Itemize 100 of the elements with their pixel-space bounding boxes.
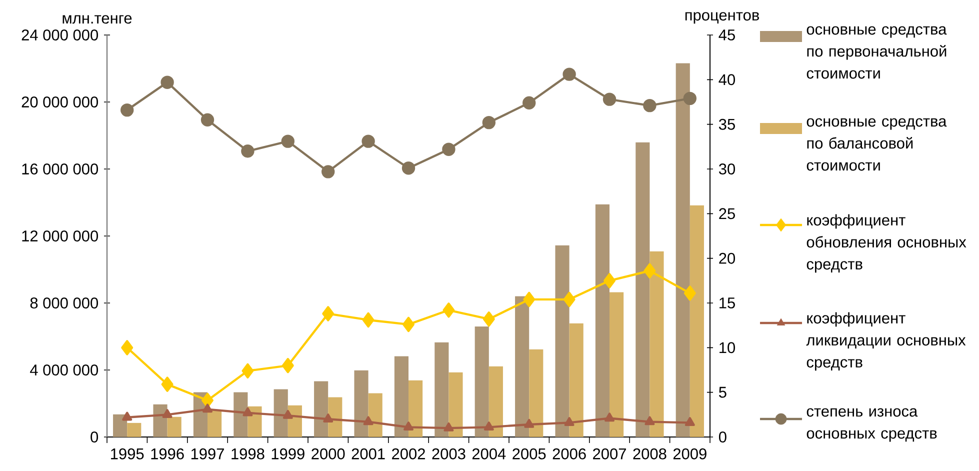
bar <box>113 414 128 437</box>
bar <box>488 366 503 437</box>
point <box>522 96 536 110</box>
x-tick-label: 2000 <box>312 448 345 460</box>
point <box>162 409 172 418</box>
x-tick-label: 2001 <box>352 448 385 460</box>
point <box>442 142 456 156</box>
point <box>482 311 495 327</box>
point <box>402 162 416 175</box>
y2-axis-title: процентов <box>685 12 759 24</box>
point <box>523 292 536 308</box>
point <box>402 316 414 332</box>
point <box>121 340 134 356</box>
y-tick-label: 4 000 000 <box>30 364 98 376</box>
point <box>684 286 696 301</box>
point <box>160 76 174 89</box>
legend-label: основные средства по первоначальной стоимости <box>806 26 947 79</box>
point <box>643 98 656 112</box>
bar <box>474 326 489 437</box>
point <box>161 376 174 392</box>
point <box>604 412 615 422</box>
point <box>122 412 132 421</box>
x-tick-label: 1999 <box>272 448 304 460</box>
point <box>404 422 414 431</box>
point <box>281 134 295 148</box>
x-tick-label: 2008 <box>633 448 666 460</box>
y-tick-label: 24 000 000 <box>22 30 98 40</box>
bar <box>555 245 570 437</box>
y-axis-title: млн.тенге <box>62 15 132 24</box>
y2-tick-label: 10 <box>720 342 736 354</box>
y2-tick-label: 0 <box>718 432 726 442</box>
point <box>442 302 455 318</box>
x-tick-label: 2006 <box>552 448 586 460</box>
point <box>282 358 294 374</box>
point <box>242 407 253 416</box>
legend-label: коэффициент ликвидации основных средств <box>806 312 966 371</box>
bar <box>314 381 328 437</box>
point <box>202 404 212 413</box>
y2-tick-label: 25 <box>719 208 735 220</box>
point <box>482 116 496 130</box>
y-tick-label: 12 000 000 <box>22 230 98 242</box>
y-tick-label: 0 <box>90 432 98 442</box>
bar <box>676 63 690 437</box>
point <box>684 417 695 426</box>
bar <box>328 397 342 437</box>
bar <box>650 251 664 437</box>
bar <box>569 323 584 437</box>
bar <box>434 342 449 437</box>
x-tick-label: 2004 <box>472 448 506 460</box>
x-tick-label: 1996 <box>151 448 184 460</box>
x-tick-label: 1997 <box>191 448 224 460</box>
bar <box>636 142 650 437</box>
legend-label: коэффициент обновления основных средств <box>806 214 966 273</box>
point <box>362 134 375 148</box>
y2-tick-label: 35 <box>718 118 735 130</box>
bar <box>690 205 704 437</box>
x-tick-label: 2002 <box>392 448 425 460</box>
point <box>282 410 293 419</box>
bar <box>368 393 382 437</box>
bar <box>274 389 288 437</box>
x-tick-label: 2009 <box>673 448 706 460</box>
y2-tick-label: 40 <box>718 74 736 86</box>
bar <box>529 349 544 437</box>
y2-tick-label: 45 <box>718 30 735 40</box>
y-tick-label: 16 000 000 <box>22 164 98 174</box>
point <box>683 92 697 106</box>
point <box>322 165 335 178</box>
point <box>363 416 374 426</box>
bar <box>234 392 248 437</box>
bar <box>127 422 142 437</box>
point <box>604 273 616 288</box>
bar <box>354 370 368 437</box>
bar <box>515 296 530 437</box>
point <box>202 392 214 408</box>
point <box>644 416 655 426</box>
point <box>444 422 454 432</box>
x-tick-label: 1998 <box>232 448 264 460</box>
x-tick-label: 2005 <box>512 448 546 460</box>
legend-label: степень износа основных средств <box>806 408 937 442</box>
y2-tick-label: 30 <box>718 164 736 174</box>
y-tick-label: 20 000 000 <box>22 96 98 108</box>
bar <box>595 204 610 437</box>
point <box>562 68 576 81</box>
bar <box>448 372 463 437</box>
point <box>524 418 534 428</box>
x-tick-label: 2007 <box>593 448 626 460</box>
x-tick-label: 1995 <box>111 448 144 460</box>
point <box>322 306 334 322</box>
point <box>563 292 576 308</box>
y2-tick-label: 5 <box>719 386 726 398</box>
point <box>323 414 334 422</box>
point <box>644 263 656 278</box>
point <box>564 417 574 426</box>
point <box>602 92 616 106</box>
y-tick-label: 8 000 000 <box>30 298 98 308</box>
y2-tick-label: 15 <box>720 298 735 308</box>
point <box>362 312 374 328</box>
bar <box>208 410 222 437</box>
bar <box>610 292 624 437</box>
point <box>241 144 254 158</box>
